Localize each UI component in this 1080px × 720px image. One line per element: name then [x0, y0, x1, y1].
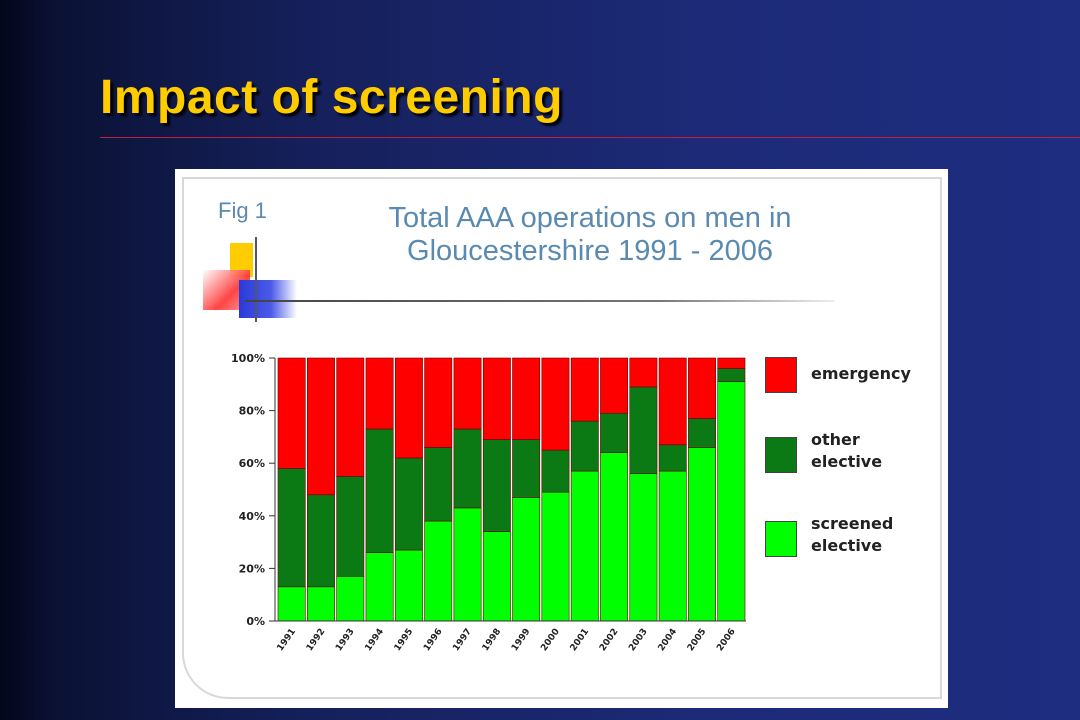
bar-segment-other-elective-2001 — [570, 420, 599, 472]
bar-segment-emergency-1996 — [424, 357, 453, 448]
legend-label-other-elective: other elective — [811, 429, 941, 473]
bar-segment-screened-elective-1991 — [277, 586, 306, 622]
x-tick-label: 1996 — [422, 627, 445, 653]
x-tick-label: 2001 — [569, 627, 592, 653]
bar-segment-screened-elective-2003 — [629, 473, 658, 622]
bar-segment-emergency-1991 — [277, 357, 306, 469]
bar-segment-emergency-2001 — [570, 357, 599, 422]
legend-label-line: elective — [811, 536, 883, 555]
y-tick-label: 80% — [239, 405, 265, 418]
figure-label: Fig 1 — [218, 198, 267, 223]
legend-swatch-emergency — [765, 357, 797, 393]
chart-title-line-1: Total AAA operations on men in — [388, 202, 792, 234]
bar-segment-other-elective-2004 — [658, 444, 687, 472]
x-tick-label: 1994 — [363, 627, 386, 653]
decor-horizontal-line — [245, 300, 835, 302]
bar-segment-other-elective-1995 — [394, 457, 423, 551]
bar-segment-other-elective-2005 — [688, 418, 716, 448]
bar-segment-other-elective-1993 — [336, 476, 365, 577]
bar-segment-other-elective-1999 — [512, 439, 541, 498]
decor-vertical-line — [255, 237, 257, 322]
figure-frame — [182, 177, 942, 699]
x-tick-label: 2003 — [627, 627, 650, 653]
bar-segment-screened-elective-2002 — [600, 452, 629, 622]
bar-segment-emergency-2006 — [717, 357, 746, 369]
x-tick-label: 1998 — [481, 627, 504, 653]
bar-segment-screened-elective-1994 — [365, 552, 394, 622]
x-tick-label: 1995 — [393, 627, 416, 653]
stacked-bar-chart: 1991 1992 1993 1994 1995 1996 1997 1998 1999 2000… — [231, 352, 746, 653]
legend-label-emergency: emergency — [811, 363, 941, 385]
bar-segment-screened-elective-2005 — [688, 447, 716, 622]
bar-segment-emergency-1997 — [453, 357, 482, 430]
bar-segment-emergency-2004 — [658, 357, 687, 446]
legend-label-screened-elective: screened elective — [811, 513, 941, 557]
legend-label-line: screened — [811, 514, 894, 533]
bar-segment-screened-elective-1995 — [394, 549, 423, 622]
bar-segment-emergency-1995 — [394, 357, 423, 459]
bar-segment-emergency-1999 — [512, 357, 541, 440]
bar-segment-screened-elective-1998 — [482, 531, 511, 622]
bar-segment-emergency-2005 — [688, 357, 716, 419]
bar-segment-emergency-1994 — [365, 357, 394, 430]
bar-segment-other-elective-1992 — [307, 494, 335, 588]
y-tick-label: 100% — [231, 352, 265, 365]
x-tick-label: 2005 — [686, 627, 709, 653]
bar-segment-other-elective-2003 — [629, 386, 658, 475]
bar-segment-other-elective-1994 — [365, 428, 394, 553]
bar-segment-other-elective-2006 — [717, 368, 746, 382]
bar-segment-other-elective-1991 — [277, 468, 306, 588]
legend-swatch-other-elective — [765, 437, 797, 473]
y-tick-label: 20% — [239, 562, 265, 575]
x-tick-label: 2004 — [657, 627, 680, 653]
y-tick-label: 40% — [239, 510, 265, 523]
bar-segment-other-elective-1996 — [424, 447, 453, 522]
bar-segment-screened-elective-1996 — [424, 520, 453, 622]
bar-segment-emergency-1993 — [336, 357, 365, 477]
figure-panel: Fig 1 Total AAA operations on men in Glo… — [175, 169, 948, 708]
x-tick-label: 2002 — [598, 627, 621, 653]
bar-segment-other-elective-2000 — [541, 449, 570, 493]
bar-segment-screened-elective-1997 — [453, 507, 482, 622]
title-divider — [100, 137, 1080, 138]
legend-label-line: elective — [811, 452, 883, 471]
bar-segment-screened-elective-2004 — [658, 470, 687, 622]
legend-swatch-screened-elective — [765, 521, 797, 557]
bar-segment-screened-elective-2006 — [717, 381, 746, 622]
bar-segment-emergency-2002 — [600, 357, 629, 414]
bar-segment-other-elective-1998 — [482, 439, 511, 532]
bar-segment-emergency-2000 — [541, 357, 570, 451]
y-tick-label: 60% — [239, 457, 265, 470]
bar-segment-emergency-1998 — [482, 357, 511, 440]
legend-label-line: emergency — [811, 364, 911, 383]
bar-segment-screened-elective-1992 — [307, 586, 335, 622]
bar-segment-screened-elective-2001 — [570, 470, 599, 622]
bar-segment-emergency-1992 — [307, 357, 335, 496]
bar-segment-screened-elective-1999 — [512, 497, 541, 622]
x-tick-label: 2006 — [715, 627, 738, 653]
x-tick-label: 1999 — [510, 627, 533, 653]
chart-title: Total AAA operations on men in Glouceste… — [315, 202, 865, 268]
decor-yellow-square — [230, 243, 253, 277]
bar-segment-emergency-2003 — [629, 357, 658, 388]
bar-segment-screened-elective-2000 — [541, 491, 570, 622]
x-tick-label: 1993 — [334, 627, 357, 653]
bar-segment-screened-elective-1993 — [336, 575, 365, 622]
bar-segment-other-elective-2002 — [600, 412, 629, 453]
x-tick-label: 1992 — [305, 627, 328, 653]
x-tick-label: 2000 — [539, 627, 562, 653]
x-tick-label: 1991 — [276, 627, 299, 653]
x-tick-label: 1997 — [451, 627, 474, 653]
y-tick-label: 0% — [246, 615, 265, 628]
slide-title: Impact of screening — [100, 71, 563, 124]
decor-blue-square — [239, 280, 297, 318]
legend-label-line: other — [811, 430, 860, 449]
chart-title-line-2: Gloucestershire 1991 - 2006 — [407, 235, 773, 267]
bar-segment-other-elective-1997 — [453, 428, 482, 509]
